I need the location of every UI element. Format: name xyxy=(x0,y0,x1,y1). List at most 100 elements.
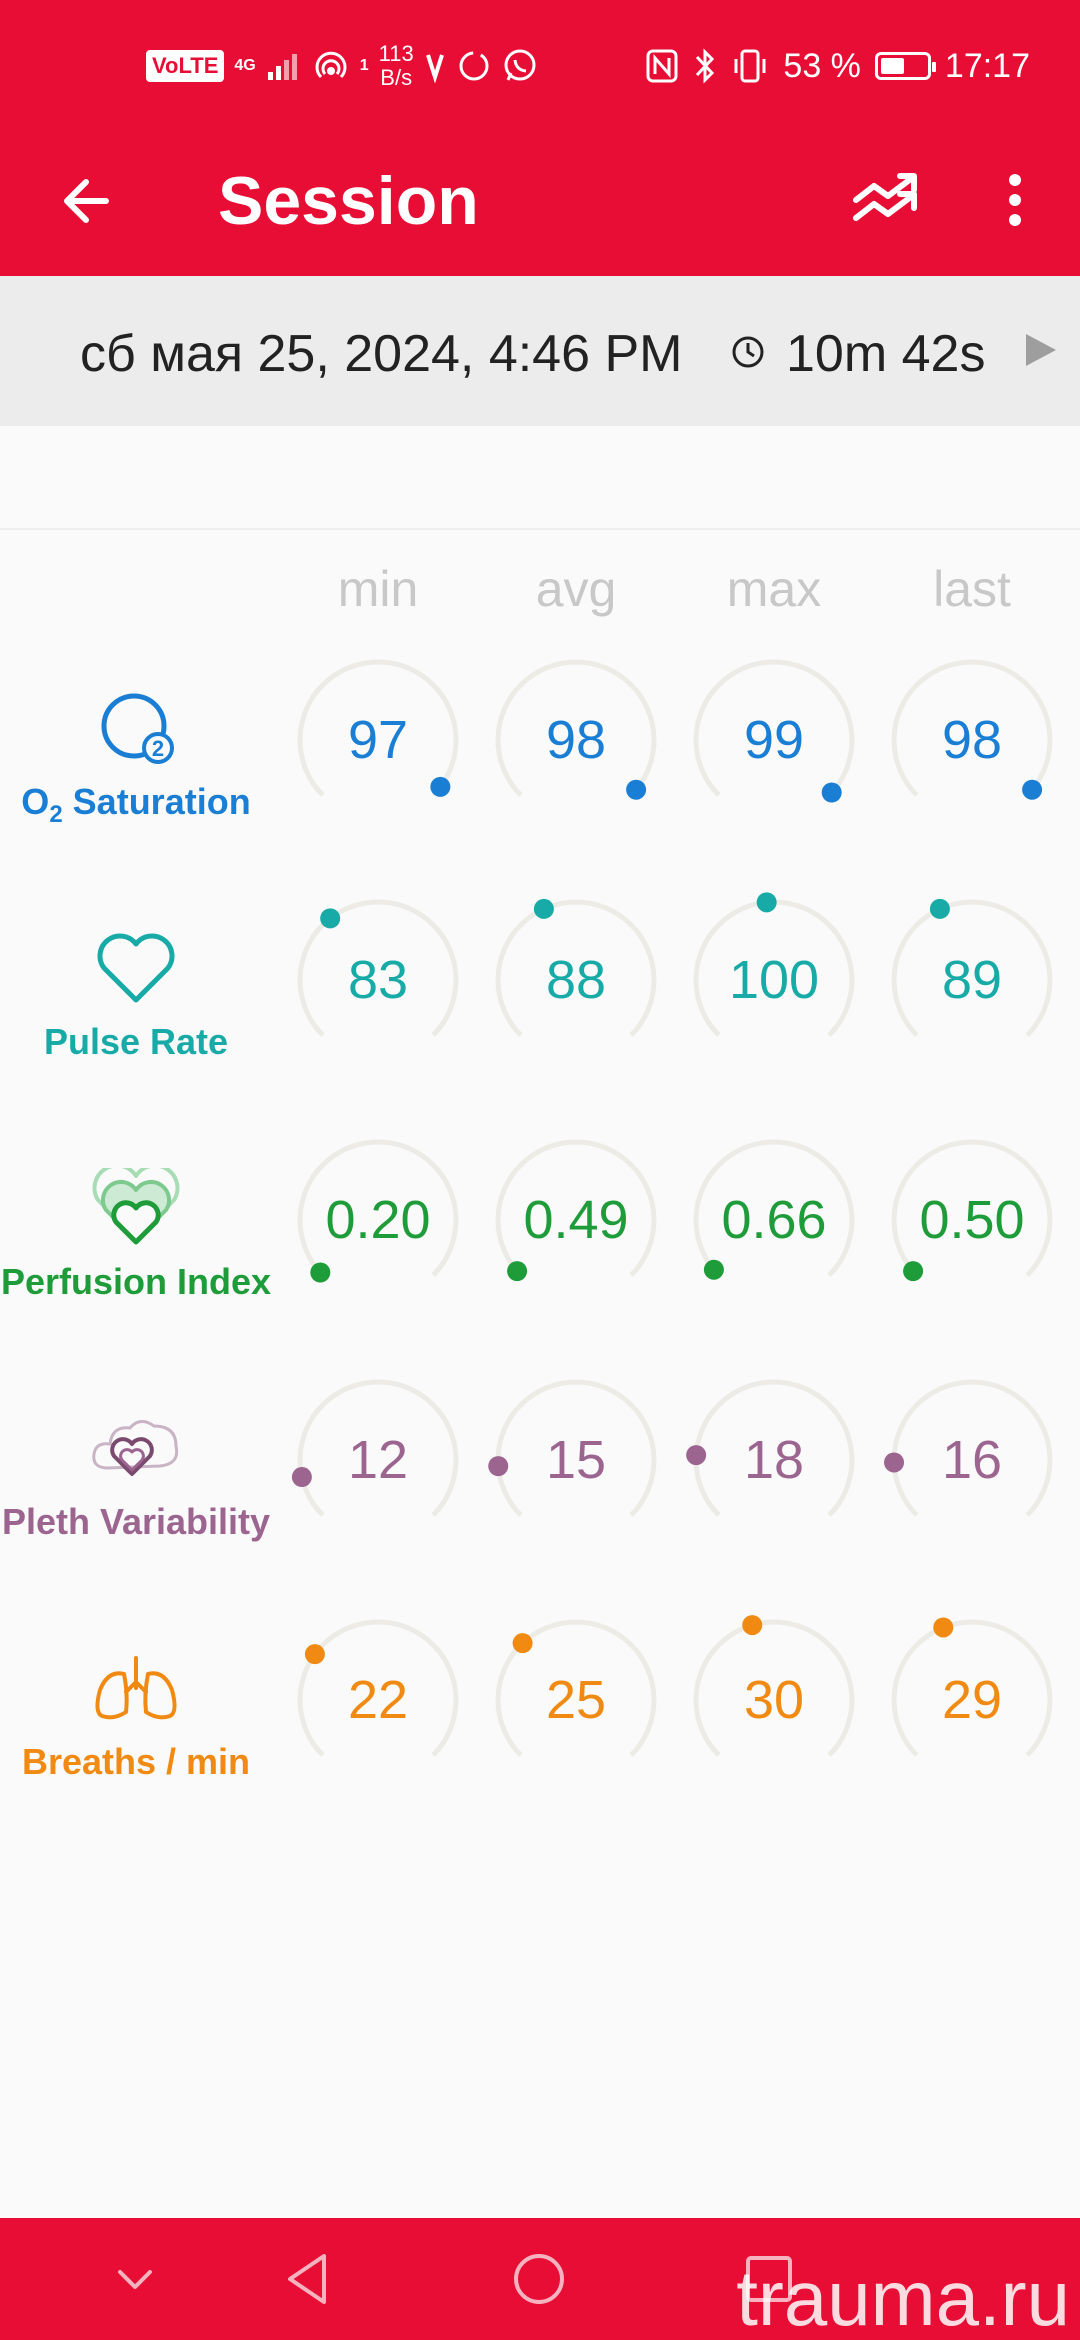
gauge-arc xyxy=(495,1619,657,1757)
volte-badge: VoLTE xyxy=(146,50,225,82)
gauge-indicator-dot xyxy=(507,1261,528,1282)
metric-label-pulse: Pulse Rate xyxy=(43,1021,229,1062)
gauge-value: 30 xyxy=(743,1670,805,1730)
gauge-pulse-min: 83 xyxy=(288,890,468,1070)
gauge-rr-last: 29 xyxy=(882,1610,1062,1790)
battery-icon xyxy=(874,52,936,80)
gauge-track xyxy=(495,1139,657,1277)
gauge-value: 0.66 xyxy=(721,1190,827,1250)
trending-icon[interactable] xyxy=(848,160,928,240)
system-nav-bar xyxy=(0,2218,1080,2340)
gauge-pulse-max: 100 xyxy=(684,890,864,1070)
gauge-perfusion-last: 0.50 xyxy=(882,1130,1062,1310)
gauge-spo2-max: 99 xyxy=(684,650,864,830)
more-vertical-icon[interactable] xyxy=(990,160,1040,240)
gauge-indicator-dot xyxy=(742,1615,763,1636)
bluetooth-icon xyxy=(696,48,715,84)
status-left: VoLTE 4G 1 113 B/s xyxy=(146,40,538,92)
notification-v-icon xyxy=(425,54,444,83)
whatsapp-icon xyxy=(504,49,536,81)
clock-time: 17:17 xyxy=(944,46,1030,85)
gauge-value: 89 xyxy=(941,950,1003,1010)
column-header-avg: avg xyxy=(535,561,617,617)
gauge-indicator-dot xyxy=(821,782,842,803)
gauge-track xyxy=(693,1139,855,1277)
gauge-pvi-avg: 15 xyxy=(486,1370,666,1550)
gauge-indicator-dot xyxy=(533,898,554,919)
app-bar: Session xyxy=(0,130,1080,276)
gauge-value: 16 xyxy=(941,1430,1003,1490)
gauge-value: 29 xyxy=(941,1670,1003,1730)
gauge-indicator-dot xyxy=(488,1456,509,1477)
gauge-arc xyxy=(693,1615,855,1757)
back-triangle-icon[interactable] xyxy=(274,2244,344,2314)
hotspot-icon xyxy=(315,51,347,79)
gauge-indicator-dot xyxy=(310,1262,331,1283)
session-info-bar: сб мая 25, 2024, 4:46 PM 10m 42s xyxy=(0,276,1080,426)
pleth-variability-icon xyxy=(92,1420,179,1476)
gauge-value: 98 xyxy=(545,710,607,770)
back-arrow-icon[interactable] xyxy=(52,166,122,236)
gauge-arc xyxy=(884,1379,1053,1517)
gauge-perfusion-min: 0.20 xyxy=(288,1130,468,1310)
lungs-icon xyxy=(95,1656,177,1720)
gauge-track xyxy=(891,899,1053,1037)
gauge-value: 100 xyxy=(728,950,820,1010)
gauge-track xyxy=(693,1619,855,1757)
gauge-arc xyxy=(693,1139,855,1280)
metric-label-spo2-main: O xyxy=(21,781,50,822)
gauge-track xyxy=(297,1139,459,1277)
gauge-value: 98 xyxy=(941,710,1003,770)
gauge-pulse-last: 89 xyxy=(882,890,1062,1070)
gauge-indicator-dot xyxy=(884,1452,905,1473)
gauge-value: 15 xyxy=(545,1430,607,1490)
clock-icon xyxy=(732,336,764,368)
heart-icon xyxy=(97,933,175,1003)
status-bar: VoLTE 4G 1 113 B/s xyxy=(0,0,1080,130)
speed-value: 113 xyxy=(378,41,414,66)
network-type: 4G xyxy=(234,57,256,74)
gauge-arc xyxy=(686,1379,855,1517)
gauge-arc xyxy=(693,659,855,803)
metric-label-spo2-sub: 2 xyxy=(49,801,63,829)
hotspot-count: 1 xyxy=(359,57,369,74)
gauge-arc xyxy=(488,1379,657,1517)
gauge-indicator-dot xyxy=(756,892,777,913)
gauge-pvi-last: 16 xyxy=(882,1370,1062,1550)
gauge-indicator-dot xyxy=(903,1261,924,1282)
speed-unit: B/s xyxy=(380,65,413,90)
gauge-indicator-dot xyxy=(703,1259,724,1280)
chevron-down-icon[interactable] xyxy=(100,2244,170,2314)
home-circle-icon[interactable] xyxy=(504,2244,574,2314)
session-date: сб мая 25, 2024, 4:46 PM xyxy=(80,325,683,383)
gauge-track xyxy=(495,659,657,797)
gauge-pvi-min: 12 xyxy=(288,1370,468,1550)
o2-icon: 2 xyxy=(101,693,174,764)
gauge-rr-max: 30 xyxy=(684,1610,864,1790)
gauge-arc xyxy=(891,659,1053,800)
recents-square-icon[interactable] xyxy=(734,2244,804,2314)
play-icon[interactable] xyxy=(1020,330,1060,370)
metric-label-spo2: O2 Saturation xyxy=(0,781,272,829)
gauge-indicator-dot xyxy=(1022,779,1043,800)
gauge-track xyxy=(693,659,855,797)
metric-label-pvi: Pleth Variability xyxy=(1,1501,271,1542)
gauge-value: 12 xyxy=(347,1430,409,1490)
nfc-icon xyxy=(646,49,678,83)
gauge-arc xyxy=(495,898,657,1037)
gauge-track xyxy=(891,659,1053,797)
gauge-indicator-dot xyxy=(291,1467,312,1488)
gauge-arc xyxy=(891,1139,1053,1282)
gauge-pulse-avg: 88 xyxy=(486,890,666,1070)
signal-icon xyxy=(267,54,297,80)
gauge-arc xyxy=(291,1379,459,1517)
gauge-indicator-dot xyxy=(320,908,341,929)
gauge-track xyxy=(297,899,459,1037)
gauge-value: 88 xyxy=(545,950,607,1010)
gauge-indicator-dot xyxy=(686,1445,707,1466)
gauge-value: 0.49 xyxy=(523,1190,629,1250)
gauge-value: 25 xyxy=(545,1670,607,1730)
gauge-indicator-dot xyxy=(626,779,647,800)
gauge-rr-min: 22 xyxy=(288,1610,468,1790)
metric-label-perfusion: Perfusion Index xyxy=(0,1261,272,1302)
